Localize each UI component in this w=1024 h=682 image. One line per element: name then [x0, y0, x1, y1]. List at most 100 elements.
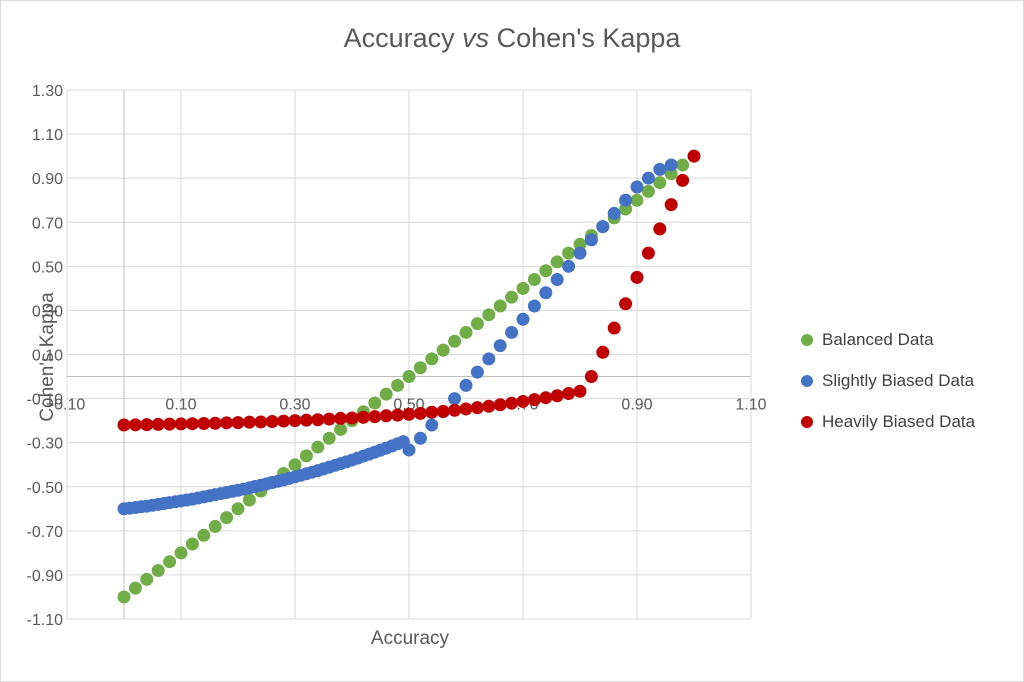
data-point-heavily-biased [516, 394, 530, 408]
data-point-slightly-biased [448, 392, 462, 406]
data-point-heavily-biased [436, 404, 450, 418]
legend-item-slightly-biased: Slightly Biased Data [801, 360, 975, 401]
data-point-heavily-biased [493, 398, 507, 412]
data-point-slightly-biased [607, 206, 621, 220]
data-point-heavily-biased [505, 396, 519, 410]
data-point-heavily-biased [470, 401, 484, 415]
data-point-heavily-biased [231, 416, 245, 430]
data-point-slightly-biased [539, 286, 553, 300]
data-point-heavily-biased [254, 415, 268, 429]
data-point-balanced [128, 581, 142, 595]
gridlines [66, 89, 752, 620]
y-tick-label: -0.10 [27, 392, 64, 409]
x-tick-label: 0.90 [621, 397, 652, 414]
data-point-heavily-biased [356, 410, 370, 424]
data-point-balanced [117, 590, 131, 604]
data-point-heavily-biased [550, 389, 564, 403]
x-tick-label: 1.10 [735, 397, 766, 414]
data-point-slightly-biased [573, 246, 587, 260]
y-tick-label: 1.10 [32, 127, 63, 144]
y-tick-label: -0.70 [27, 524, 64, 541]
data-point-heavily-biased [619, 297, 633, 311]
data-point-heavily-biased [459, 402, 473, 416]
legend-label-slightly-biased: Slightly Biased Data [822, 370, 975, 390]
x-tick-label: 0.10 [165, 397, 196, 414]
data-point-balanced [425, 352, 439, 366]
data-point-slightly-biased [402, 443, 416, 457]
data-point-heavily-biased [299, 413, 313, 427]
data-point-balanced [493, 299, 507, 313]
data-point-balanced [163, 555, 177, 569]
data-point-heavily-biased [128, 418, 142, 432]
series-balanced [117, 158, 690, 604]
data-point-heavily-biased [311, 413, 325, 427]
data-point-balanced [516, 281, 530, 295]
data-point-balanced [448, 334, 462, 348]
y-tick-label: 0.10 [32, 348, 63, 365]
data-point-balanced [185, 537, 199, 551]
data-point-balanced [151, 564, 165, 578]
chart-title: Accuracy vs Cohen's Kappa [1, 23, 1023, 54]
data-point-slightly-biased [516, 312, 530, 326]
data-point-heavily-biased [676, 173, 690, 187]
data-point-heavily-biased [413, 406, 427, 420]
legend-marker-heavily-biased [801, 415, 813, 428]
y-tick-label: 0.50 [32, 259, 63, 276]
y-tick-label: 1.30 [32, 83, 63, 100]
data-point-slightly-biased [413, 431, 427, 445]
data-point-heavily-biased [117, 418, 131, 432]
data-point-slightly-biased [505, 325, 519, 339]
data-point-balanced [413, 361, 427, 375]
data-point-heavily-biased [573, 384, 587, 398]
data-point-heavily-biased [539, 391, 553, 405]
data-point-heavily-biased [653, 222, 667, 236]
data-point-balanced [676, 158, 690, 172]
data-point-balanced [208, 519, 222, 533]
data-point-heavily-biased [277, 414, 291, 428]
data-point-heavily-biased [391, 408, 405, 422]
data-point-balanced [402, 370, 416, 384]
data-point-balanced [242, 493, 256, 507]
chart-title-part-2: vs [462, 23, 490, 53]
data-point-heavily-biased [527, 393, 541, 407]
data-point-heavily-biased [448, 403, 462, 417]
legend-marker-balanced [801, 333, 813, 346]
data-point-slightly-biased [493, 339, 507, 353]
data-point-balanced [482, 308, 496, 322]
legend-label-heavily-biased: Heavily Biased Data [822, 411, 976, 431]
data-point-heavily-biased [379, 409, 393, 423]
series-heavily-biased [117, 149, 701, 432]
data-point-balanced [527, 273, 541, 287]
legend-item-heavily-biased: Heavily Biased Data [801, 401, 975, 442]
y-tick-label: -0.50 [27, 480, 64, 497]
data-point-heavily-biased [687, 149, 701, 163]
data-point-heavily-biased [562, 387, 576, 401]
data-point-heavily-biased [242, 415, 256, 429]
data-point-heavily-biased [345, 411, 359, 425]
legend: Balanced Data Slightly Biased Data Heavi… [801, 319, 975, 442]
chart-title-part-1: Accuracy [343, 23, 463, 53]
data-point-slightly-biased [482, 352, 496, 366]
data-point-balanced [562, 246, 576, 260]
data-point-heavily-biased [185, 417, 199, 431]
y-tick-label: 0.90 [32, 171, 63, 188]
data-point-balanced [550, 255, 564, 269]
legend-item-balanced: Balanced Data [801, 319, 975, 360]
data-point-heavily-biased [584, 370, 598, 384]
data-point-slightly-biased [562, 259, 576, 273]
data-point-heavily-biased [334, 411, 348, 425]
data-point-heavily-biased [664, 198, 678, 212]
data-point-balanced [311, 440, 325, 454]
data-point-heavily-biased [288, 414, 302, 428]
data-point-heavily-biased [265, 415, 279, 429]
data-point-balanced [231, 502, 245, 516]
y-tick-label: -0.30 [27, 436, 64, 453]
data-point-heavily-biased [220, 416, 234, 430]
data-point-balanced [220, 511, 234, 525]
data-point-heavily-biased [151, 417, 165, 431]
data-point-heavily-biased [140, 418, 154, 432]
x-axis-label: Accuracy [371, 628, 450, 649]
data-point-heavily-biased [630, 270, 644, 284]
data-point-slightly-biased [527, 299, 541, 313]
data-point-heavily-biased [425, 405, 439, 419]
